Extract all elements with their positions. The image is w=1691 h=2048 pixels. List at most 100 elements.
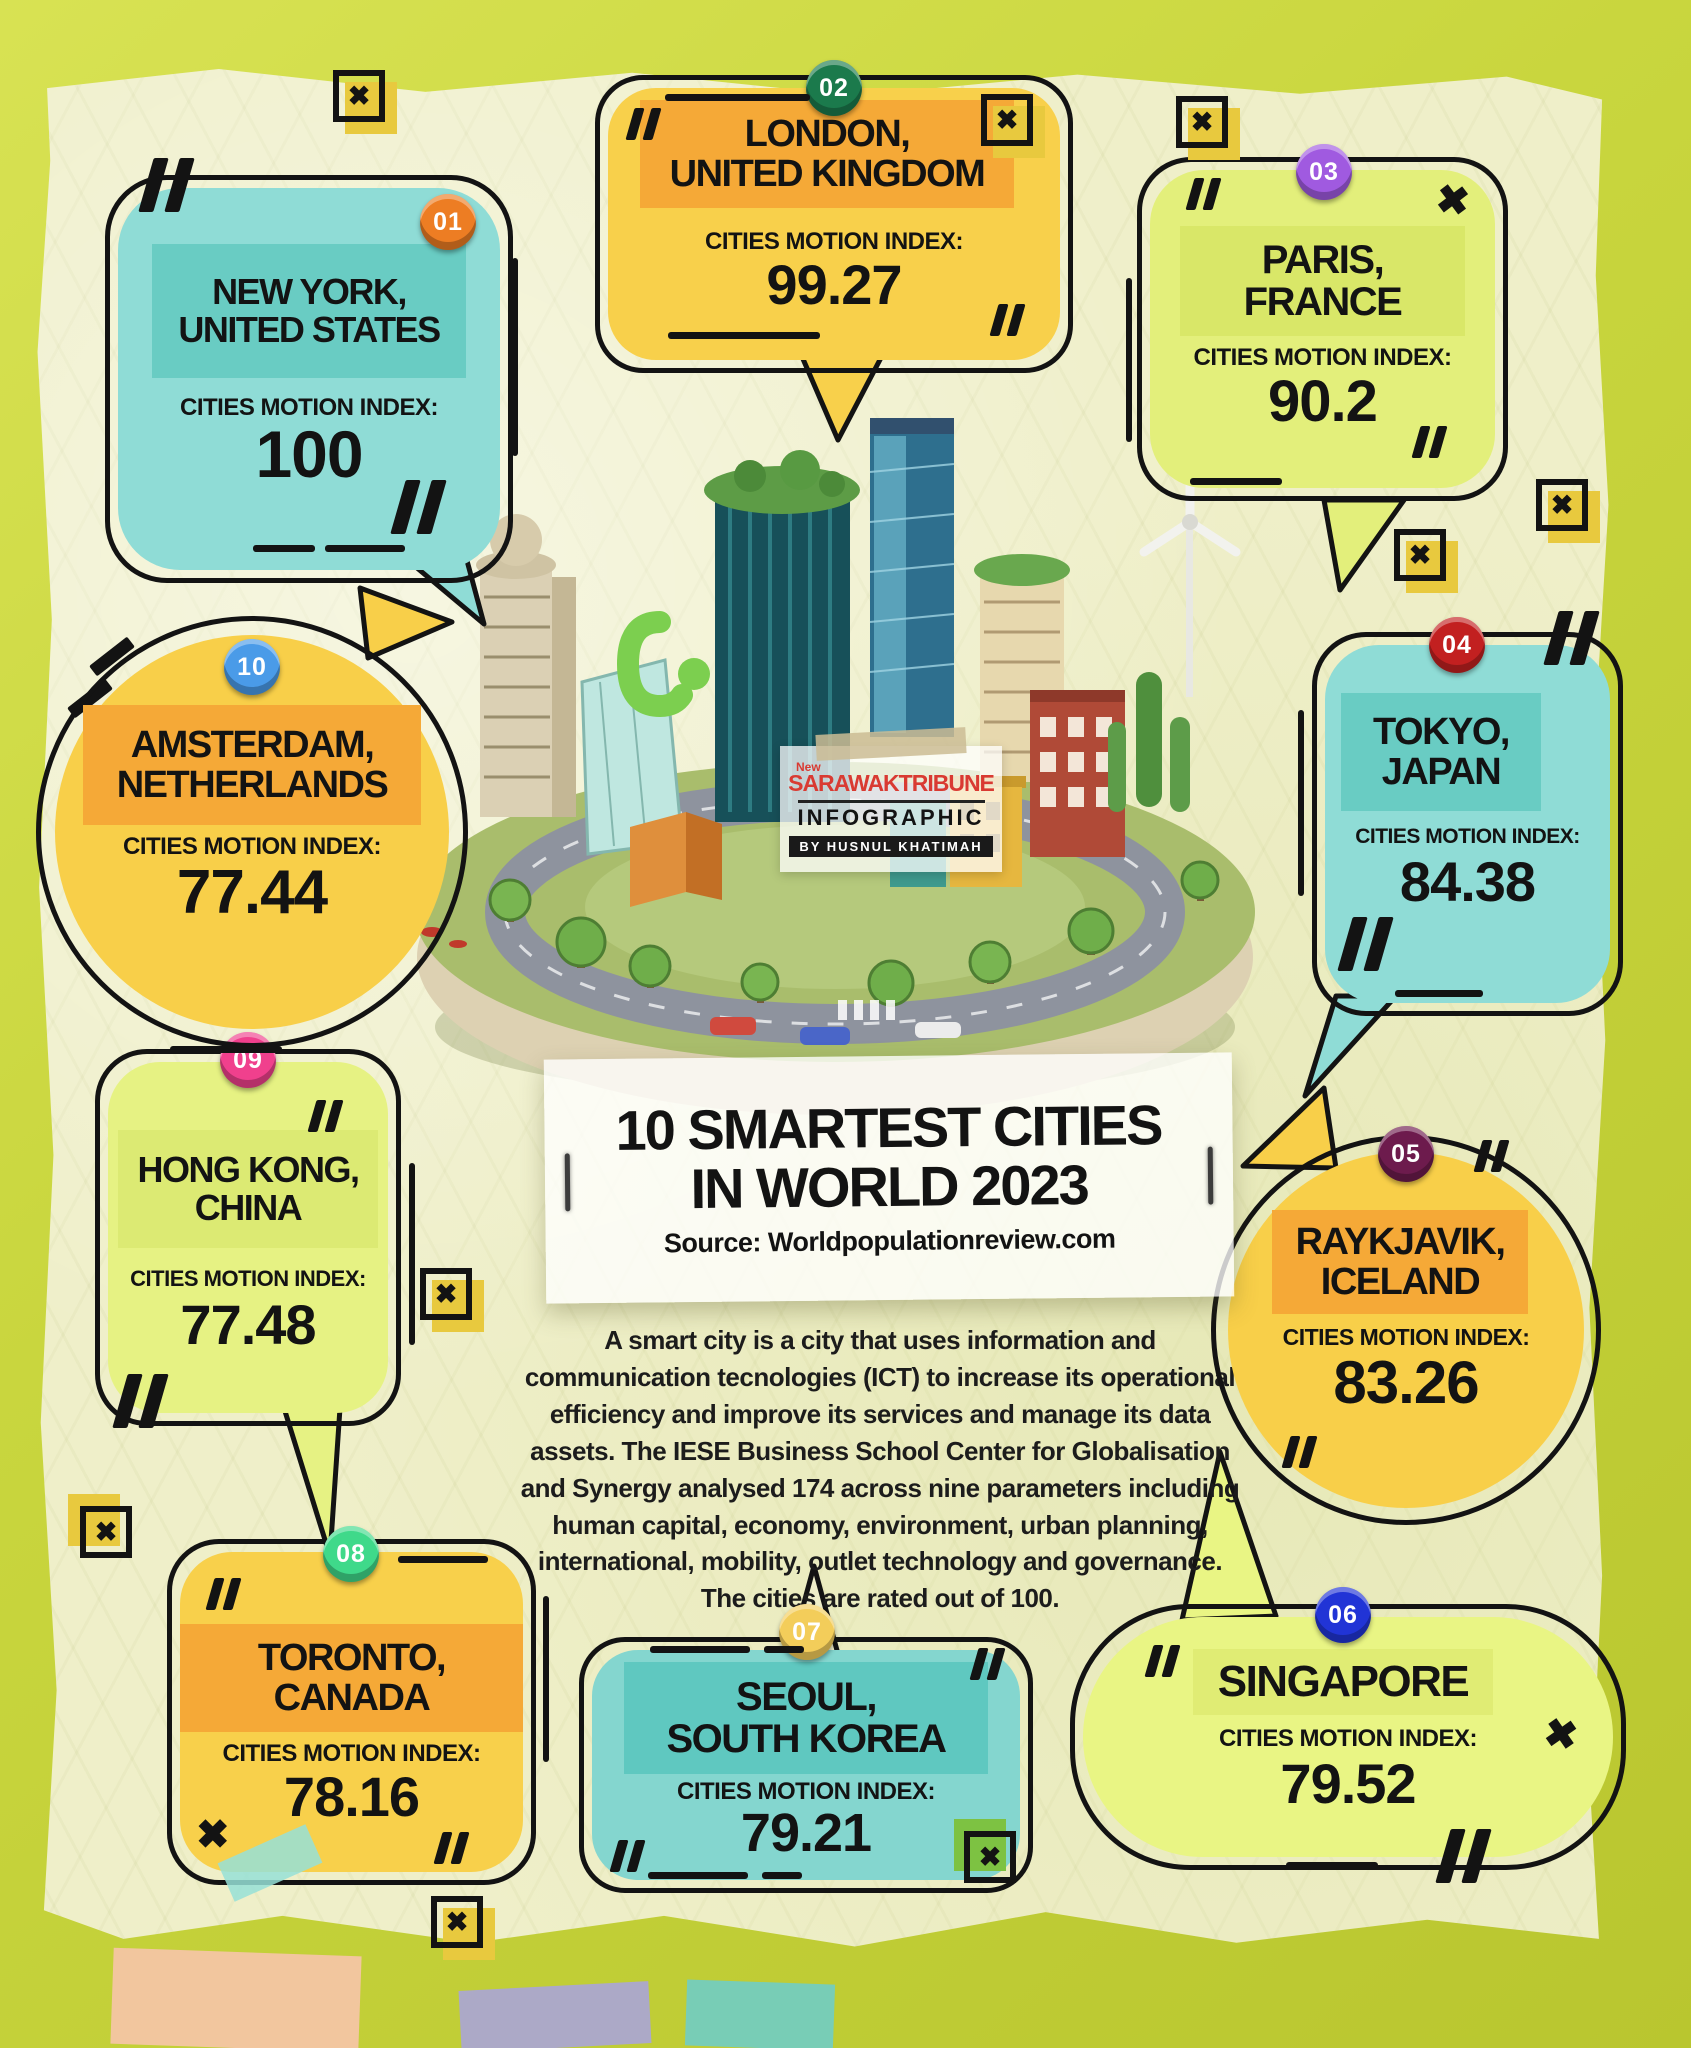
- source-credit: Source: Worldpopulationreview.com: [663, 1223, 1116, 1259]
- dash-decor: [398, 1556, 488, 1563]
- index-value: 100: [255, 417, 363, 491]
- dash-decor: [648, 1872, 748, 1879]
- dash-decor: [1395, 990, 1483, 997]
- close-quote-icon: [1337, 917, 1397, 971]
- dash-decor: [764, 1646, 804, 1653]
- open-quote-icon: [1144, 1645, 1183, 1677]
- dash-decor: [650, 1646, 750, 1653]
- city-name: LONDON, UNITED KINGDOM: [640, 100, 1014, 208]
- city-name: NEW YORK, UNITED STATES: [152, 244, 466, 378]
- title-banner: 10 SMARTEST CITIES IN WORLD 2023 Source:…: [543, 1052, 1235, 1304]
- open-quote-icon: [307, 1100, 346, 1132]
- washi-tape: [458, 1981, 652, 2048]
- city-card-raykjavik: 05 RAYKJAVIK, ICELAND CITIES MOTION INDEX…: [1211, 1126, 1601, 1525]
- x-box-icon: [1536, 479, 1600, 543]
- close-quote-icon: [1281, 1436, 1320, 1468]
- close-quote-icon: [989, 304, 1028, 336]
- close-quote-icon: [433, 1832, 472, 1864]
- x-box-icon: [431, 1896, 495, 1960]
- close-quote-icon: [1435, 1829, 1495, 1883]
- open-quote-icon: [138, 158, 198, 212]
- city-card-toronto: 08 TORONTO, CANADA CITIES MOTION INDEX: 7…: [167, 1526, 536, 1885]
- index-label: CITIES MOTION INDEX:: [1282, 1324, 1530, 1350]
- index-label: CITIES MOTION INDEX:: [179, 394, 439, 421]
- rank-badge: 04: [1429, 617, 1485, 673]
- index-value: 90.2: [1268, 369, 1378, 434]
- open-quote-icon: [205, 1578, 244, 1610]
- city-name: RAYKJAVIK, ICELAND: [1272, 1210, 1528, 1314]
- dash-decor: [665, 94, 810, 101]
- close-quote-icon: [1411, 426, 1450, 458]
- city-card-paris: 03 PARIS, FRANCE CITIES MOTION INDEX: 90.…: [1137, 144, 1508, 501]
- page-title-line2: IN WORLD 2023: [690, 1152, 1088, 1220]
- open-quote-icon: [1473, 1140, 1512, 1172]
- logo-infographic-label: INFOGRAPHIC: [797, 799, 985, 831]
- dash-decor: [1286, 1862, 1378, 1869]
- city-name: PARIS, FRANCE: [1180, 226, 1465, 336]
- rank-badge: 03: [1296, 144, 1352, 200]
- index-label: CITIES MOTION INDEX:: [1355, 825, 1580, 848]
- dash-decor: [1190, 478, 1282, 485]
- rank-badge: 10: [224, 639, 280, 695]
- city-name: TOKYO, JAPAN: [1341, 693, 1541, 811]
- open-quote-icon: [625, 108, 664, 140]
- rank-badge: 01: [420, 194, 476, 250]
- x-icon: [1433, 176, 1473, 226]
- city-card-hong-kong: 09 HONG KONG, CHINA CITIES MOTION INDEX: …: [95, 1032, 401, 1428]
- rank-badge: 09: [220, 1032, 276, 1088]
- logo-new-label: New: [796, 760, 821, 774]
- washi-tape: [110, 1947, 362, 2048]
- city-name: SEOUL, SOUTH KOREA: [624, 1662, 988, 1774]
- logo-byline: BY HUSNUL KHATIMAH: [789, 835, 993, 857]
- rank-badge: 06: [1315, 1587, 1371, 1643]
- city-name: TORONTO, CANADA: [180, 1624, 523, 1732]
- open-quote-icon: [1543, 611, 1603, 665]
- close-quote-icon: [390, 480, 450, 534]
- index-value: 77.48: [180, 1293, 316, 1356]
- city-name: HONG KONG, CHINA: [118, 1130, 378, 1248]
- open-quote-icon: [969, 1648, 1008, 1680]
- dash-decor: [170, 1046, 282, 1053]
- x-box-icon: [1176, 96, 1240, 160]
- pin-icon: [564, 1153, 571, 1212]
- logo-brand: SarawakTribune: [788, 769, 995, 796]
- index-value: 79.52: [1280, 1752, 1416, 1815]
- dash-decor: [325, 545, 405, 552]
- rank-badge: 05: [1378, 1126, 1434, 1182]
- x-box-icon: [333, 70, 397, 134]
- x-box-icon: [954, 1819, 1016, 1883]
- line-decor: [1126, 278, 1132, 442]
- city-name: SINGAPORE: [1193, 1649, 1493, 1715]
- city-card-amsterdam: 10 AMSTERDAM, NETHERLANDS CITIES MOTION I…: [36, 616, 468, 1048]
- line-decor: [1298, 710, 1304, 896]
- line-decor: [512, 258, 518, 456]
- x-box-icon: [1394, 529, 1458, 593]
- x-box-icon: [68, 1494, 132, 1558]
- description-text: A smart city is a city that uses informa…: [520, 1325, 1240, 1614]
- open-quote-icon: [1185, 178, 1224, 210]
- index-label: CITIES MOTION INDEX:: [676, 1778, 936, 1805]
- pin-icon: [1207, 1146, 1214, 1205]
- city-card-new-york: 01 NEW YORK, UNITED STATES CITIES MOTION …: [105, 158, 513, 583]
- dash-decor: [668, 332, 820, 339]
- index-label: CITIES MOTION INDEX:: [1218, 1725, 1478, 1752]
- close-quote-icon: [609, 1840, 648, 1872]
- dash-decor: [762, 1872, 802, 1879]
- publisher-logo: New SarawakTribune INFOGRAPHIC BY HUSNUL…: [780, 727, 1002, 872]
- index-label: CITIES MOTION INDEX:: [222, 1740, 481, 1767]
- city-name: AMSTERDAM, NETHERLANDS: [83, 705, 421, 825]
- index-label: CITIES MOTION INDEX:: [130, 1266, 366, 1291]
- city-card-tokyo: 04 TOKYO, JAPAN CITIES MOTION INDEX: 84.3…: [1312, 611, 1623, 1016]
- index-value: 83.26: [1333, 1349, 1479, 1416]
- rank-badge: 08: [323, 1526, 379, 1582]
- index-value: 84.38: [1399, 850, 1536, 913]
- line-decor: [409, 1163, 415, 1345]
- city-card-singapore: 06 SINGAPORE CITIES MOTION INDEX: 79.52: [1070, 1587, 1626, 1883]
- rank-badge: 02: [806, 60, 862, 116]
- x-box-icon: [981, 94, 1045, 158]
- close-quote-icon: [112, 1374, 172, 1428]
- index-label: CITIES MOTION INDEX:: [704, 228, 964, 255]
- index-label: CITIES MOTION INDEX:: [122, 833, 382, 860]
- index-value: 77.44: [176, 858, 328, 927]
